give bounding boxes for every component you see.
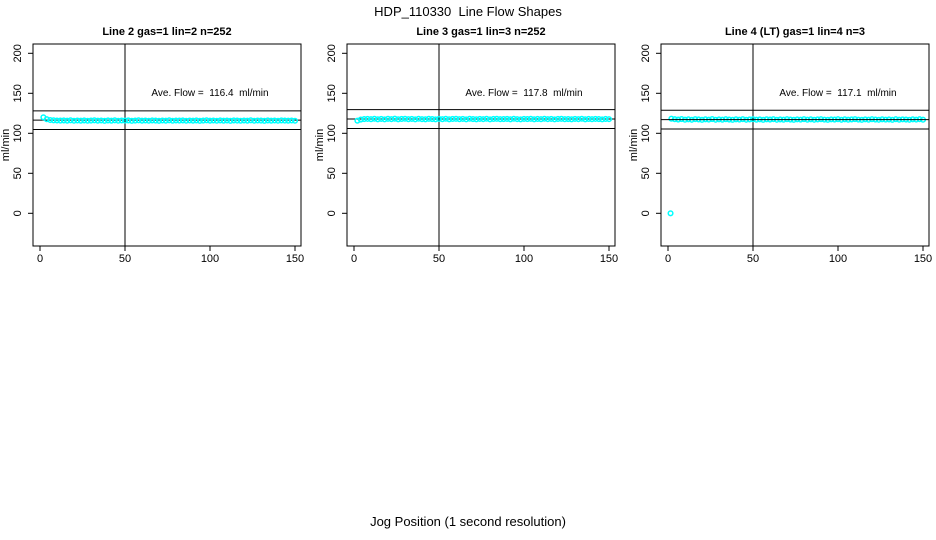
data-points <box>354 115 613 124</box>
x-tick-label: 100 <box>829 253 847 265</box>
x-tick-label: 100 <box>515 253 533 265</box>
x-axis-label: Jog Position (1 second resolution) <box>370 514 566 529</box>
y-axis-label: ml/min <box>628 129 640 161</box>
chart-panel-line2: 0 50 100 150 0 50 100 150 200 ml/min Line 2 gas=1… <box>0 20 310 270</box>
x-tick-label: 150 <box>600 253 618 265</box>
x-tick-label: 150 <box>286 253 304 265</box>
y-tick-label: 50 <box>640 167 652 179</box>
ave-flow-annotation: Ave. Flow = 116.4 ml/min <box>151 88 269 99</box>
y-tick-label: 100 <box>326 124 338 142</box>
plot-area-line4: 0 50 100 150 0 50 100 150 200 ml/min <box>628 43 932 265</box>
data-points <box>40 114 299 124</box>
y-tick-label: 50 <box>326 167 338 179</box>
y-axis-label: ml/min <box>314 129 326 161</box>
y-tick-label: 0 <box>640 210 652 216</box>
x-tick-label: 50 <box>747 253 759 265</box>
plot-area-line3: 0 50 100 150 0 50 100 150 200 ml/min <box>314 43 618 265</box>
x-tick-label: 0 <box>37 253 43 265</box>
y-tick-label: 150 <box>640 84 652 102</box>
y-tick-label: 0 <box>326 210 338 216</box>
y-tick-label: 200 <box>640 44 652 62</box>
plot-box <box>32 43 302 247</box>
y-tick-label: 150 <box>326 84 338 102</box>
y-tick-label: 200 <box>326 44 338 62</box>
x-tick-label: 100 <box>201 253 219 265</box>
panel-title: Line 2 gas=1 lin=2 n=252 <box>102 26 232 38</box>
x-tick-label: 50 <box>119 253 131 265</box>
y-tick-label: 200 <box>12 44 24 62</box>
y-tick-label: 100 <box>640 124 652 142</box>
panel-title: Line 3 gas=1 lin=3 n=252 <box>416 26 546 38</box>
chart-panel-line4: 0 50 100 150 0 50 100 150 200 ml/min Line 4 (LT) … <box>628 20 936 270</box>
y-tick-label: 50 <box>12 167 24 179</box>
y-axis-label: ml/min <box>0 129 12 161</box>
x-tick-label: 0 <box>665 253 671 265</box>
panel-title: Line 4 (LT) gas=1 lin=4 n=3 <box>724 26 866 38</box>
x-tick-label: 0 <box>351 253 357 265</box>
plot-area-line2: 0 50 100 150 0 50 100 150 200 ml/min <box>0 43 304 265</box>
figure-title: HDP_110330 Line Flow Shapes <box>374 4 562 19</box>
y-tick-label: 150 <box>12 84 24 102</box>
ave-flow-annotation: Ave. Flow = 117.8 ml/min <box>465 88 583 99</box>
x-tick-label: 50 <box>433 253 445 265</box>
x-tick-label: 150 <box>914 253 932 265</box>
y-tick-label: 0 <box>12 210 24 216</box>
plot-box <box>346 43 616 247</box>
plot-box <box>660 43 930 247</box>
y-tick-label: 100 <box>12 124 24 142</box>
data-points <box>667 115 927 217</box>
chart-panel-line3: 0 50 100 150 0 50 100 150 200 ml/min Line 3 gas=1… <box>314 20 624 270</box>
ave-flow-annotation: Ave. Flow = 117.1 ml/min <box>779 88 897 99</box>
